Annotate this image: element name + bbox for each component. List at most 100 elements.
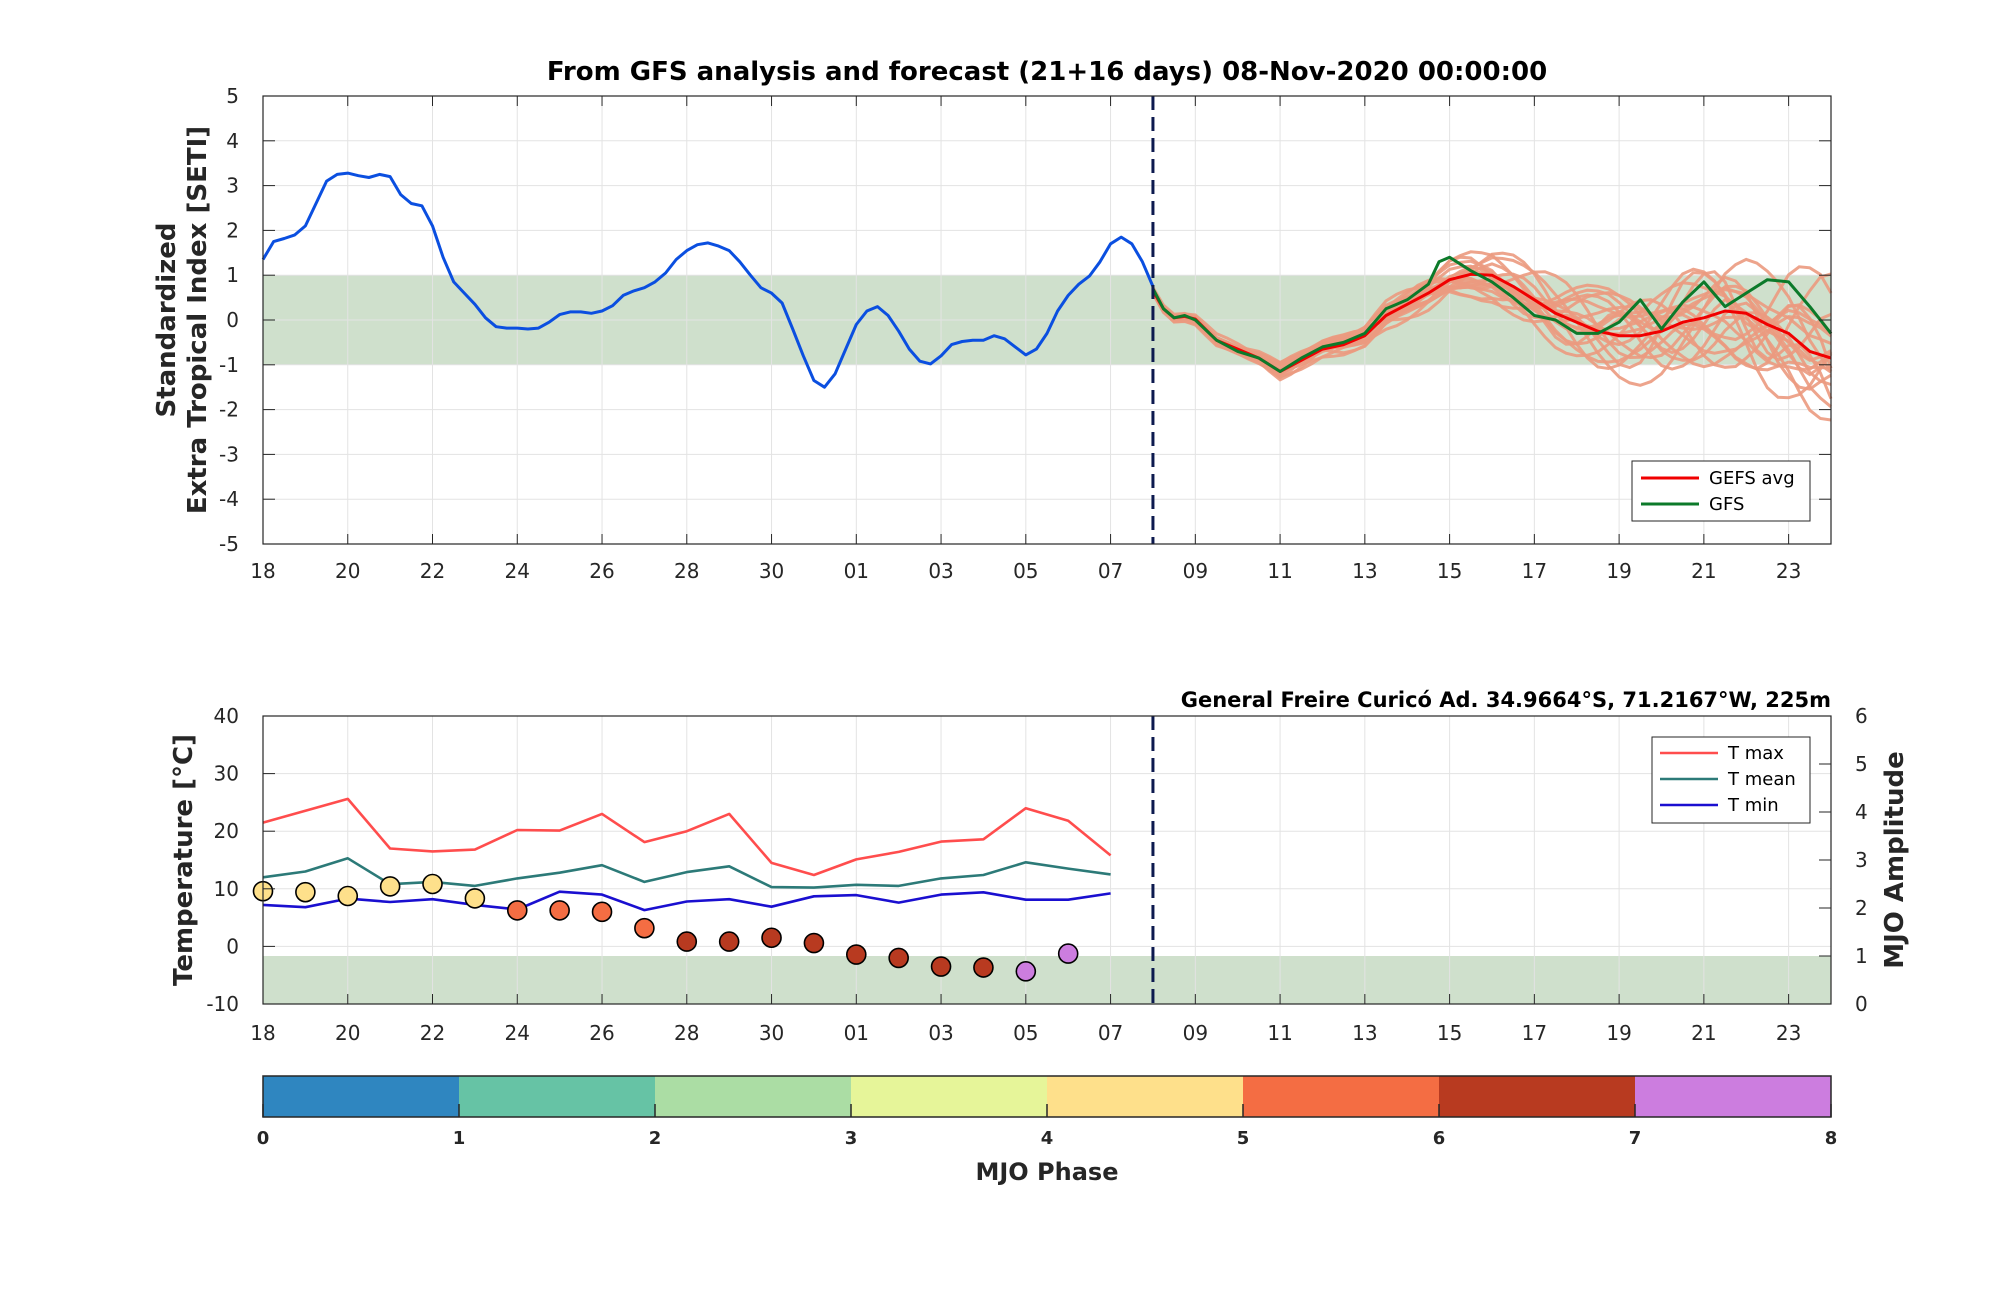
temperature-ytick-label: 40	[214, 704, 239, 728]
mjo-phase-dot	[845, 944, 867, 965]
seti-xtick-label: 26	[589, 559, 614, 583]
mjo-amplitude-ytick-label: 3	[1855, 848, 1868, 872]
temperature-legend: T max T mean T min	[1651, 736, 1811, 824]
mjo-amplitude-ytick-label: 1	[1855, 944, 1868, 968]
colorbar-cell	[263, 1076, 460, 1117]
mjo-phase-dot	[973, 957, 994, 978]
seti-xtick-label: 05	[1013, 559, 1038, 583]
temperature-panel: 18 20 22 24 26 28 30 01 03 05 07 09 11 13 15 17 19 21 23-1…	[169, 688, 1910, 1045]
colorbar-cell	[459, 1076, 656, 1117]
temperature-xtick-label: 13	[1352, 1021, 1377, 1045]
colorbar-tick-label: 0	[257, 1128, 270, 1149]
temperature-xtick-label: 18	[250, 1021, 275, 1045]
colorbar-cell	[851, 1076, 1048, 1117]
temperature-ytick-label: 30	[214, 762, 239, 786]
mjo-phase-dot	[422, 873, 443, 895]
mjo-phase-dot	[379, 876, 401, 897]
temperature-xtick-label: 11	[1267, 1021, 1292, 1045]
colorbar-tick-label: 1	[453, 1128, 466, 1149]
colorbar-ticks: 0 1 2 3 4 5 6 7 8	[257, 1104, 1838, 1149]
seti-ytick-label: -3	[219, 442, 239, 466]
seti-ylabel-line2: Extra Tropical Index [SETI]	[183, 126, 213, 514]
temperature-xtick-label: 05	[1013, 1021, 1038, 1045]
colorbar-cell	[1439, 1076, 1636, 1117]
seti-ticks: 18 20 22 24 26 28 30 01 03 05 07 09 11 13 15 17 19 21 23-5…	[219, 84, 1831, 583]
gfs-line	[1151, 255, 1833, 373]
mjo-phase-colorbar: 0 1 2 3 4 5 6 7 8 MJO Phase	[257, 1075, 1838, 1186]
mjo-phase-dot	[337, 885, 359, 907]
mjo-band-rect	[263, 956, 1831, 1004]
legend-gfs-label: GFS	[1709, 494, 1744, 515]
seti-xtick-label: 23	[1776, 559, 1801, 583]
colorbar-tick-label: 7	[1629, 1128, 1642, 1149]
temperature-xtick-label: 30	[759, 1021, 784, 1045]
temperature-ytick-label: 10	[214, 877, 239, 901]
mjo-phase-dot	[761, 927, 782, 949]
station-label: General Freire Curicó Ad. 34.9664°S, 71.…	[1181, 688, 1831, 712]
seti-ytick-label: 3	[226, 174, 239, 198]
temperature-xtick-label: 22	[420, 1021, 445, 1045]
mjo-amplitude-ytick-label: 6	[1855, 704, 1868, 728]
colorbar-cell	[1047, 1076, 1244, 1117]
seti-xtick-label: 28	[674, 559, 699, 583]
colorbar-tick-label: 8	[1825, 1128, 1838, 1149]
tmin-line	[262, 890, 1111, 912]
seti-ytick-label: -2	[219, 398, 239, 422]
mjo-phase-dot	[888, 947, 909, 969]
temperature-xtick-label: 17	[1522, 1021, 1547, 1045]
mjo-amplitude-ytick-label: 0	[1855, 992, 1868, 1016]
temperature-xtick-label: 15	[1437, 1021, 1462, 1045]
temperature-lines	[262, 797, 1112, 912]
colorbar-cells	[263, 1076, 1832, 1117]
temperature-ylabel: Temperature [°C]	[169, 734, 199, 986]
temperature-xtick-label: 07	[1098, 1021, 1123, 1045]
colorbar-tick-label: 3	[845, 1128, 858, 1149]
mjo-phase-dot	[591, 901, 613, 923]
seti-ytick-label: -1	[219, 353, 239, 377]
gefs-member-lines	[1151, 250, 1833, 422]
seti-xtick-label: 01	[844, 559, 869, 583]
colorbar-title: MJO Phase	[975, 1158, 1118, 1186]
temperature-xtick-label: 26	[589, 1021, 614, 1045]
seti-ytick-label: 0	[226, 308, 239, 332]
mjo-phase-dot	[1057, 943, 1079, 964]
temperature-ytick-label: 0	[226, 934, 239, 958]
colorbar-tick-label: 4	[1041, 1128, 1054, 1149]
seti-xtick-label: 21	[1691, 559, 1716, 583]
seti-xtick-label: 22	[420, 559, 445, 583]
temperature-xtick-label: 19	[1606, 1021, 1631, 1045]
colorbar-cell	[1243, 1076, 1440, 1117]
seti-ytick-label: -5	[219, 532, 239, 556]
temperature-xtick-label: 09	[1183, 1021, 1208, 1045]
mjo-amplitude-ylabel: MJO Amplitude	[1880, 751, 1910, 969]
gefs-member-line	[1151, 270, 1833, 400]
temperature-xtick-label: 20	[335, 1021, 360, 1045]
tmean-line	[262, 857, 1111, 889]
seti-lines	[261, 171, 1833, 389]
seti-xtick-label: 11	[1267, 559, 1292, 583]
mjo-amplitude-ytick-label: 4	[1855, 800, 1868, 824]
mjo-phase-dot	[549, 900, 570, 921]
seti-ytick-label: 1	[226, 263, 239, 287]
temperature-xtick-label: 21	[1691, 1021, 1716, 1045]
seti-xtick-label: 24	[505, 559, 530, 583]
mjo-phase-dot	[676, 931, 698, 952]
temperature-xtick-label: 23	[1776, 1021, 1801, 1045]
legend-gefs-avg-label: GEFS avg	[1709, 468, 1795, 489]
mjo-phase-dot	[295, 881, 316, 903]
mjo-amplitude-ytick-label: 2	[1855, 896, 1868, 920]
tmax-line	[262, 797, 1112, 877]
mjo-phase-dot	[930, 956, 952, 977]
temperature-xtick-label: 28	[674, 1021, 699, 1045]
mjo-phase-dot	[1015, 961, 1037, 982]
colorbar-tick-label: 2	[649, 1128, 662, 1149]
temperature-xtick-label: 24	[505, 1021, 530, 1045]
temperature-ytick-label: -10	[206, 992, 239, 1016]
mjo-dots	[252, 873, 1079, 982]
seti-analysis-line	[261, 171, 1155, 389]
seti-xtick-label: 17	[1522, 559, 1547, 583]
seti-xtick-label: 03	[928, 559, 953, 583]
mjo-phase-dot	[634, 917, 655, 939]
mjo-phase-dot	[718, 931, 740, 952]
